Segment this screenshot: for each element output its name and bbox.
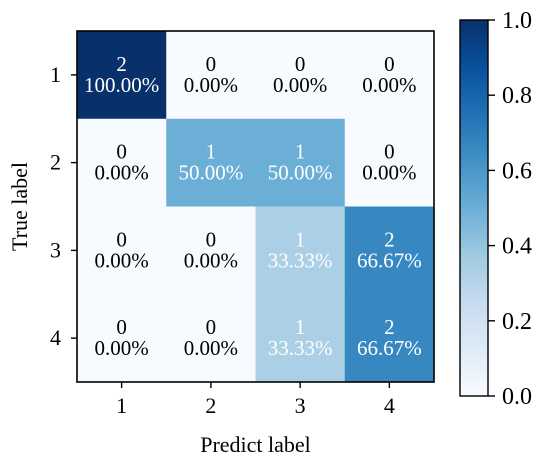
heatmap-cell [166,206,256,295]
y-tick-label: 1 [50,62,61,87]
colorbar-ticks: 0.0 0.2 0.4 0.6 0.8 1.0 [488,8,532,410]
cell-count-label: 1 [295,227,306,251]
cell-count-label: 1 [206,140,217,164]
colorbar [459,19,489,397]
colorbar-tick-label: 0.4 [502,234,532,260]
heatmap-cell-labels: 2100.00%00.00%00.00%00.00%00.00%150.00%1… [84,52,422,360]
plot-frame [76,30,435,383]
cell-count-label: 2 [384,315,395,339]
cell-count-label: 1 [295,315,306,339]
heatmap-cell [255,294,346,383]
heatmap-cell [77,118,167,207]
x-axis-label: Predict label [200,432,311,457]
heatmap-cell [77,294,167,383]
cell-percent-label: 33.33% [268,248,333,272]
cell-count-label: 2 [116,52,127,76]
cell-count-label: 0 [206,315,217,339]
x-tick-label: 2 [205,393,216,418]
cell-percent-label: 66.67% [357,336,422,360]
heatmap-cell [166,294,256,383]
cell-percent-label: 50.00% [179,161,244,185]
cell-count-label: 0 [384,140,395,164]
y-tick-label: 3 [50,237,61,262]
heatmap-cells [77,31,435,383]
cell-percent-label: 0.00% [362,73,416,97]
cell-percent-label: 33.33% [268,336,333,360]
cell-percent-label: 0.00% [184,248,238,272]
cell-percent-label: 0.00% [95,161,149,185]
cell-percent-label: 0.00% [273,73,327,97]
cell-percent-label: 0.00% [362,161,416,185]
y-axis-ticks: 1 2 3 4 [50,62,77,350]
x-tick-label: 3 [295,393,306,418]
heatmap-cell [344,118,435,207]
x-tick-label: 4 [384,393,395,418]
cell-count-label: 0 [116,227,127,251]
cell-percent-label: 0.00% [184,73,238,97]
heatmap-cell [77,31,167,120]
y-tick-label: 4 [50,325,61,350]
heatmap-cell [77,206,167,295]
cell-percent-label: 0.00% [95,336,149,360]
colorbar-tick-label: 0.6 [502,158,532,184]
x-axis-ticks: 1 2 3 4 [116,382,395,418]
colorbar-tick-label: 0.8 [502,83,532,109]
heatmap-cell [344,206,435,295]
cell-percent-label: 0.00% [184,336,238,360]
cell-percent-label: 0.00% [95,248,149,272]
cell-count-label: 1 [295,140,306,164]
cell-count-label: 0 [384,52,395,76]
colorbar-tick-label: 0.2 [502,309,532,335]
heatmap-cell [344,294,435,383]
heatmap-cell [344,31,435,120]
cell-percent-label: 50.00% [268,161,333,185]
heatmap-cell [255,206,346,295]
cell-count-label: 0 [206,227,217,251]
cell-percent-label: 66.67% [357,248,422,272]
heatmap-cell [255,31,346,120]
cell-count-label: 2 [384,227,395,251]
y-tick-label: 2 [50,150,61,175]
colorbar-tick-label: 1.0 [502,8,532,34]
cell-count-label: 0 [206,52,217,76]
heatmap-cell [166,31,256,120]
y-axis-label: True label [7,162,32,251]
cell-count-label: 0 [116,140,127,164]
cell-count-label: 0 [295,52,306,76]
heatmap-cell [166,118,256,207]
heatmap-cell [255,118,346,207]
colorbar-tick-label: 0.0 [502,384,532,410]
x-tick-label: 1 [116,393,127,418]
cell-count-label: 0 [116,315,127,339]
cell-percent-label: 100.00% [84,73,159,97]
